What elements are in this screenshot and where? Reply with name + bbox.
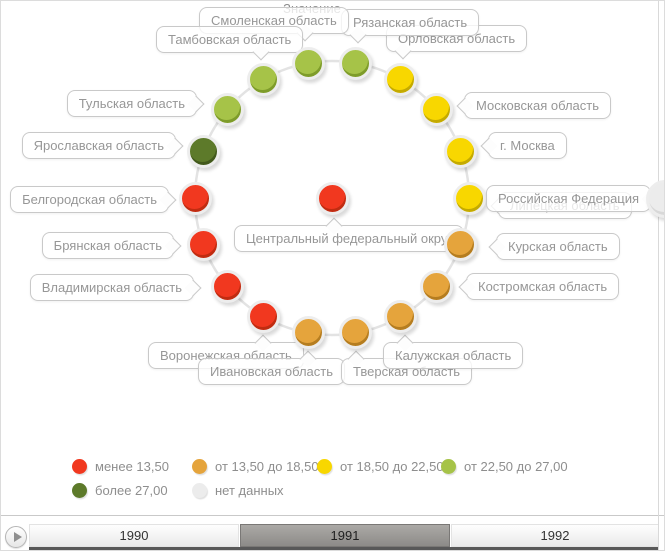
region-callout: Курская область	[488, 233, 620, 260]
district-center-dot[interactable]	[315, 181, 349, 215]
legend-item: от 18,50 до 22,50	[317, 458, 444, 474]
region-dot[interactable]	[420, 93, 454, 127]
timeline-track[interactable]	[29, 547, 659, 550]
region-callout: Тульская область	[66, 90, 205, 117]
region-label: Тульская область	[78, 96, 185, 111]
region-label: Тамбовская область	[168, 32, 292, 47]
region-dot[interactable]	[247, 300, 280, 334]
region-label: Ярославская область	[33, 138, 164, 153]
region-callout: г. Москва	[480, 132, 567, 159]
region-dot[interactable]	[210, 93, 244, 127]
region-label: Смоленская область	[211, 13, 337, 28]
region-label: Владимирская область	[41, 280, 182, 295]
region-label: Московская область	[476, 98, 600, 113]
region-dot[interactable]	[291, 316, 325, 350]
legend-dot	[72, 458, 87, 474]
legend-label: более 27,00	[95, 482, 168, 498]
region-callout: Владимирская область	[29, 274, 202, 301]
legend-label: от 13,50 до 18,50	[215, 458, 319, 474]
legend-item: от 22,50 до 27,00	[441, 458, 568, 474]
legend-dot	[192, 458, 207, 474]
legend-item: менее 13,50	[72, 458, 169, 474]
region-dot[interactable]	[444, 228, 478, 262]
play-icon	[13, 532, 22, 542]
legend-label: нет данных	[215, 482, 284, 498]
legend-dot	[441, 458, 456, 474]
region-label: Белгородская область	[22, 192, 157, 207]
legend-dot	[192, 482, 207, 498]
region-dot[interactable]	[210, 269, 244, 303]
region-label: Ивановская область	[210, 364, 333, 379]
region-callout: Белгородская область	[10, 186, 177, 213]
timeline-year-1991[interactable]: 1991	[240, 524, 450, 547]
legend-label: менее 13,50	[95, 458, 169, 474]
region-label: Курская область	[508, 239, 608, 254]
legend-item: более 27,00	[72, 482, 168, 498]
right-border	[658, 1, 659, 550]
region-label: Центральный федеральный округ	[246, 231, 453, 246]
region-dot[interactable]	[178, 181, 212, 215]
legend-dot	[317, 458, 332, 474]
legend-item: от 13,50 до 18,50	[192, 458, 319, 474]
region-dot[interactable]	[186, 134, 220, 168]
region-callout: Ярославская область	[21, 132, 184, 159]
region-label: Костромская область	[478, 279, 608, 294]
region-label: г. Москва	[500, 138, 555, 153]
region-dot[interactable]	[420, 269, 454, 303]
region-dot[interactable]	[291, 46, 325, 80]
region-callout: Калужская область	[383, 334, 524, 369]
region-label: Рязанская область	[353, 15, 468, 30]
region-callout: Костромская область	[458, 273, 620, 300]
region-callout: Ивановская область	[198, 350, 345, 385]
region-callout: Московская область	[456, 92, 612, 119]
play-button[interactable]	[5, 526, 27, 548]
region-dot[interactable]	[339, 46, 373, 80]
region-dot[interactable]	[452, 181, 486, 215]
district-callout: Центральный федеральный округ	[234, 217, 465, 252]
region-dot[interactable]	[186, 228, 220, 262]
region-dot[interactable]	[444, 134, 478, 168]
region-callout: Брянская область	[41, 232, 182, 259]
federation-callout: Российская Федерация	[486, 185, 659, 212]
region-callout: Тамбовская область	[156, 26, 304, 61]
timeline-divider	[1, 515, 664, 516]
timeline-year-1992[interactable]: 1992	[451, 524, 659, 547]
legend-label: от 22,50 до 27,00	[464, 458, 568, 474]
region-dot[interactable]	[384, 62, 417, 96]
legend-label: от 18,50 до 22,50	[340, 458, 444, 474]
region-dot[interactable]	[247, 62, 280, 96]
timeline-year-1990[interactable]: 1990	[29, 524, 239, 547]
legend-item: нет данных	[192, 482, 284, 498]
region-dot[interactable]	[339, 316, 373, 350]
region-label: Российская Федерация	[498, 191, 640, 206]
region-label: Брянская область	[53, 238, 162, 253]
region-callout: Рязанская область	[341, 9, 480, 44]
region-dot[interactable]	[384, 300, 417, 334]
legend-dot	[72, 482, 87, 498]
region-label: Калужская область	[395, 348, 512, 363]
